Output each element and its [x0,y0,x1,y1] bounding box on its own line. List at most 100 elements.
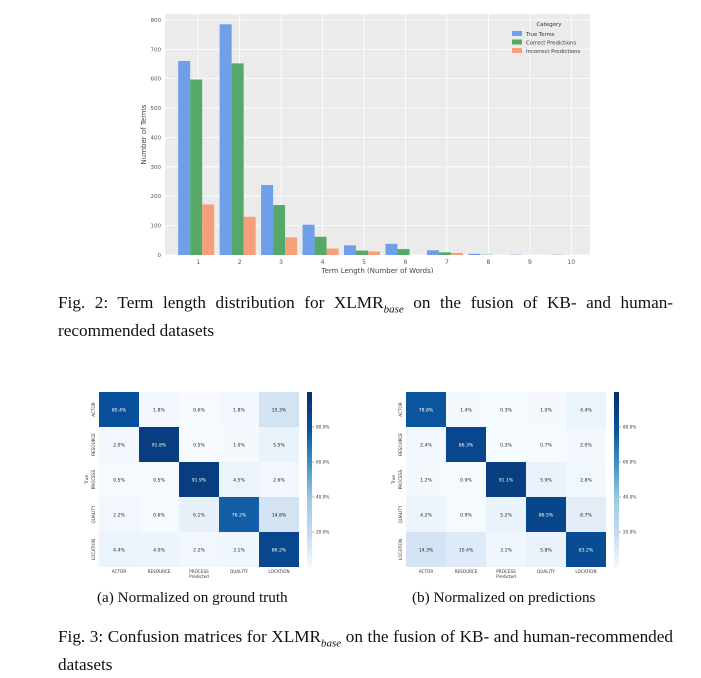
colorbar-tick-label: 20.0% [623,530,636,535]
colorbar-segment [614,448,619,454]
subcaption-b: (b) Normalized on predictions [412,589,596,606]
heatmap-cell-label: 1.0% [540,408,552,414]
y-tick-label: QUALITY [398,505,403,523]
heatmap-cell [406,462,446,497]
heatmap-cell [566,532,606,567]
bar-true-terms [219,24,232,255]
bar-correct-predictions [356,250,369,255]
heatmap-cell [259,427,299,462]
heatmap-cell [99,462,139,497]
heatmap-cell-label: 6.1% [193,513,205,519]
colorbar-segment [307,488,312,493]
colorbar-segment [307,453,312,458]
x-tick-label: 8 [487,259,491,266]
colorbar-segment [614,532,619,537]
heatmap-cell-label: 4.2% [420,513,432,519]
colorbar-segment [307,492,312,498]
heatmap-cell [259,532,299,567]
bar-true-terms [426,250,439,255]
colorbar-segment [614,558,619,563]
colorbar-segment [307,514,312,520]
heatmap-cell-label: 1.2% [420,478,432,484]
colorbar-segment [614,497,619,502]
colorbar-segment [307,457,312,463]
colorbar-segment [307,444,312,450]
colorbar-segment [307,392,312,397]
bar-incorrect-predictions [243,216,256,255]
heatmap-cell [99,392,139,427]
heatmap-cell [446,532,486,567]
heatmap-cell [486,532,526,567]
heatmap-cell [406,392,446,427]
heatmap-cell-label: 2.0% [580,443,592,449]
x-tick-label: LOCATION [575,569,596,574]
heatmap-cell [179,392,219,427]
heatmap-cell [486,392,526,427]
subcaption-a: (a) Normalized on ground truth [97,589,288,606]
colorbar-segment [307,532,312,537]
colorbar-segment [307,497,312,502]
heatmap-cell [99,532,139,567]
bar-correct-predictions [190,79,203,255]
x-tick-label: RESOURCE [148,569,171,574]
colorbar-segment [614,396,619,402]
heatmap-cell [259,392,299,427]
heatmap-cell-label: 5.5% [273,443,285,449]
colorbar-segment [614,427,619,432]
heatmap-cell [526,392,566,427]
y-axis-label: Number of Terms [140,104,148,164]
colorbar-segment [614,523,619,528]
heatmap-cell-label: 2.2% [193,548,205,554]
heatmap-cell [259,462,299,497]
colorbar-segment [614,510,619,515]
colorbar-segment [307,510,312,515]
colorbar-segment [614,431,619,437]
heatmap-cell-label: 3.1% [233,548,245,554]
heatmap-cell-label: 80.4% [112,408,127,414]
x-tick-label: PROCESS [189,569,209,574]
colorbar-segment [614,444,619,450]
colorbar-segment [307,479,312,485]
heatmap-cell-label: 91.8% [152,443,167,449]
heatmap-cell-label: 78.8% [419,408,434,414]
bar-correct-predictions [314,236,327,255]
colorbar-segment [307,553,312,559]
bar-correct-predictions [438,252,451,255]
colorbar-tick-label: 80.0% [623,425,636,430]
colorbar-segment [614,505,619,511]
colorbar-segment [307,545,312,550]
x-axis-label: Term Length (Number of Words) [321,267,434,275]
fig3-caption: Fig. 3: Confusion matrices for XLMRbase … [58,626,673,675]
heatmap-cell-label: 0.5% [113,478,125,484]
colorbar-segment [307,418,312,423]
heatmap-cell [219,497,259,532]
heatmap-cell [179,532,219,567]
heatmap-cell [406,532,446,567]
colorbar-segment [614,540,619,546]
heatmap-cell [219,532,259,567]
y-tick-label: 300 [151,165,162,171]
bar-true-terms [261,185,274,255]
x-tick-label: 2 [238,259,242,266]
heatmap-cell [219,462,259,497]
heatmap-cell-label: 0.5% [193,443,205,449]
y-tick-label: 0 [158,253,162,259]
heatmap-cell [486,497,526,532]
y-tick-label: PROCESS [91,469,96,489]
heatmap-cell-label: 2.8% [580,478,592,484]
heatmap-cell-label: 0.3% [500,408,512,414]
colorbar-segment [307,475,312,480]
heatmap-cell [406,427,446,462]
colorbar-segment [307,470,312,476]
colorbar-segment [307,427,312,432]
colorbar-segment [307,422,312,428]
x-tick-label: ACTOR [419,569,434,574]
x-tick-label: 4 [321,259,325,266]
colorbar-tick-label: 80.0% [316,425,329,430]
colorbar-segment [614,549,619,555]
heatmap-cell-label: 14.3% [419,548,434,554]
fig2-caption: Fig. 2: Term length distribution for XLM… [58,292,673,341]
colorbar-segment [614,545,619,550]
fig2-caption-subscript: base [383,303,404,316]
heatmap-cell-label: 2.6% [273,478,285,484]
